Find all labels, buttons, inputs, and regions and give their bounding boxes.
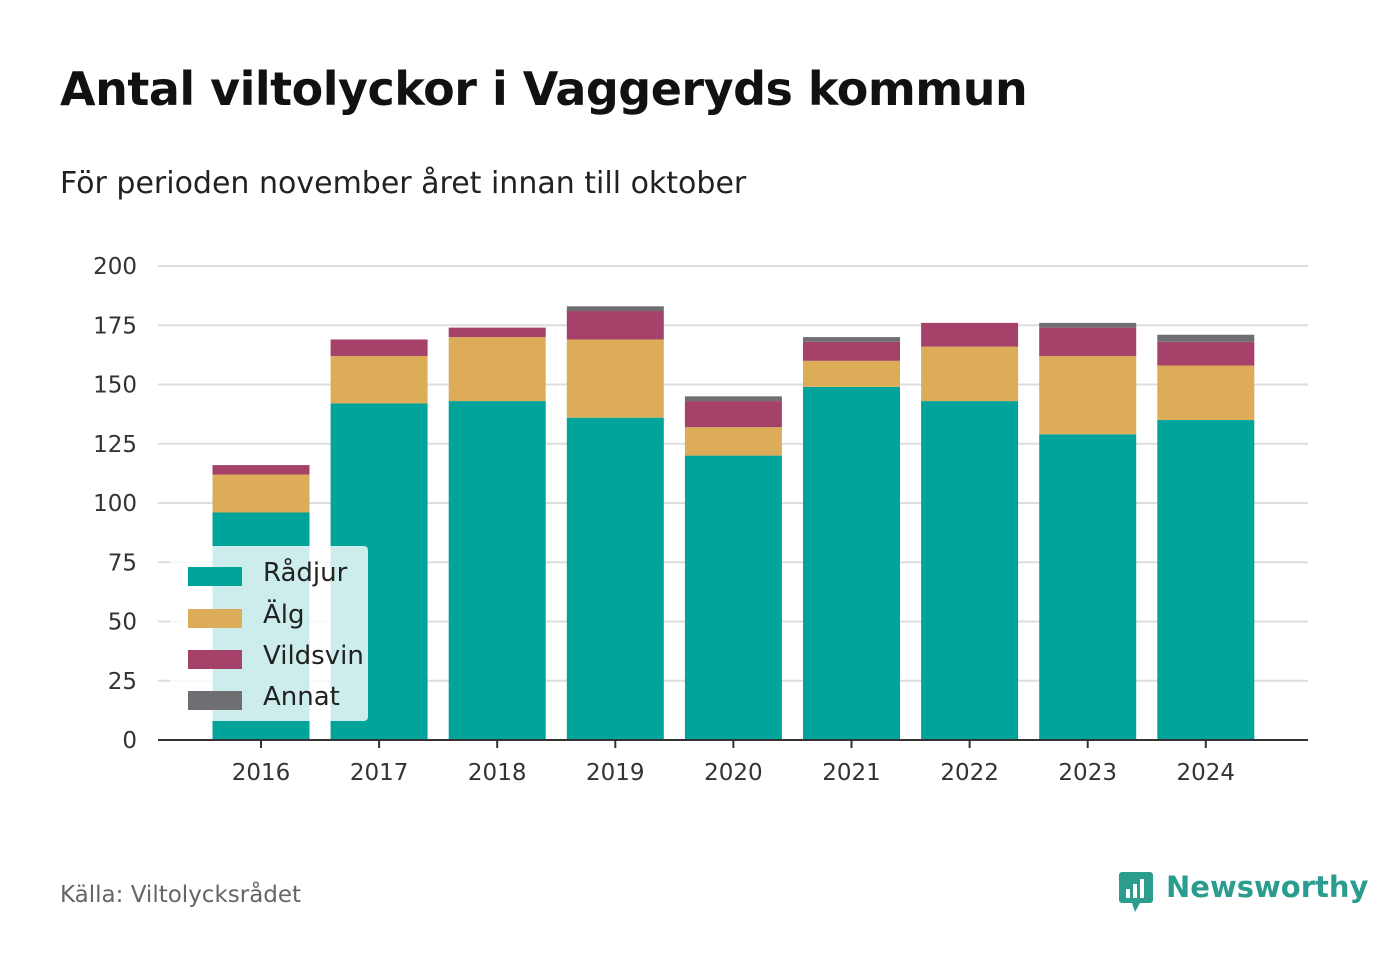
y-tick-label: 100 [93,491,137,517]
y-tick-label: 25 [108,669,137,695]
bars [212,306,1255,740]
bar-2022-älg[interactable] [921,346,1019,402]
x-axis [158,739,1308,748]
x-tick-label: 2017 [350,760,409,786]
bar-2018-rådjur[interactable] [448,401,546,740]
x-tick-label: 2019 [586,760,645,786]
legend-swatch-vildsvin [188,650,242,669]
bar-2024-rådjur[interactable] [1157,420,1255,740]
x-tick-label: 2018 [468,760,527,786]
x-tick-label: 2024 [1177,760,1236,786]
brand-logo[interactable]: Newsworthy [1118,866,1368,916]
bar-2020-annat[interactable] [684,396,782,402]
y-tick-label: 175 [93,313,137,339]
bar-2019-älg[interactable] [566,339,664,418]
legend-label-radjur: Rådjur [263,558,348,588]
bar-2022-vildsvin[interactable] [921,322,1019,347]
x-axis-ticks: 2016 2017 2018 2019 2020 2021 2022 2023 2024 [232,760,1235,786]
bar-2018-älg[interactable] [448,337,546,402]
y-tick-label: 200 [93,254,137,280]
bar-chart-speech-bubble-icon [1119,872,1153,912]
y-tick-label: 0 [122,728,137,754]
bar-2023-älg[interactable] [1039,356,1137,435]
bar-2018-vildsvin[interactable] [448,327,546,338]
bar-2020-älg[interactable] [684,427,782,456]
legend-label-vildsvin: Vildsvin [263,641,364,671]
bar-2023-annat[interactable] [1039,322,1137,328]
bar-2023-rådjur[interactable] [1039,434,1137,740]
legend-label-alg: Älg [263,600,305,630]
y-tick-label: 50 [108,610,137,636]
x-tick-label: 2023 [1058,760,1117,786]
brand-name: Newsworthy [1166,870,1369,904]
chart-legend: Rådjur Älg Vildsvin Annat [170,546,368,721]
x-tick-label: 2022 [940,760,999,786]
bar-2021-vildsvin[interactable] [803,341,900,361]
bar-2024-annat[interactable] [1157,334,1255,342]
bar-2020-vildsvin[interactable] [684,401,782,428]
bar-2017-vildsvin[interactable] [330,339,428,357]
y-tick-label: 125 [93,432,137,458]
bar-2024-vildsvin[interactable] [1157,341,1255,366]
legend-swatch-annat [188,691,242,710]
bar-2019-vildsvin[interactable] [566,311,664,340]
legend-label-annat: Annat [263,682,340,712]
chart-subtitle: För perioden november året innan till ok… [60,166,747,201]
bar-2019-annat[interactable] [566,306,664,312]
legend-swatch-alg [188,609,242,628]
bar-2020-rådjur[interactable] [684,455,782,740]
bar-2019-rådjur[interactable] [566,417,664,740]
bar-2021-rådjur[interactable] [803,386,900,740]
bar-2021-älg[interactable] [803,360,900,387]
bar-2016-älg[interactable] [212,474,310,513]
chart-title: Antal viltolyckor i Vaggeryds kommun [60,62,1028,116]
x-tick-label: 2021 [822,760,881,786]
bar-2021-annat[interactable] [803,337,900,342]
legend-swatch-radjur [188,567,242,586]
x-tick-label: 2020 [704,760,763,786]
bar-2016-vildsvin[interactable] [212,465,310,475]
y-tick-label: 75 [108,550,137,576]
bar-2024-älg[interactable] [1157,365,1255,421]
x-tick-label: 2016 [232,760,291,786]
source-note: Källa: Viltolycksrådet [60,882,302,908]
bar-2023-vildsvin[interactable] [1039,327,1137,357]
y-tick-label: 150 [93,373,137,399]
y-axis-ticks: 0 25 50 75 100 125 150 175 200 [93,254,137,754]
bar-2022-rådjur[interactable] [921,401,1019,740]
bar-2017-älg[interactable] [330,356,428,404]
